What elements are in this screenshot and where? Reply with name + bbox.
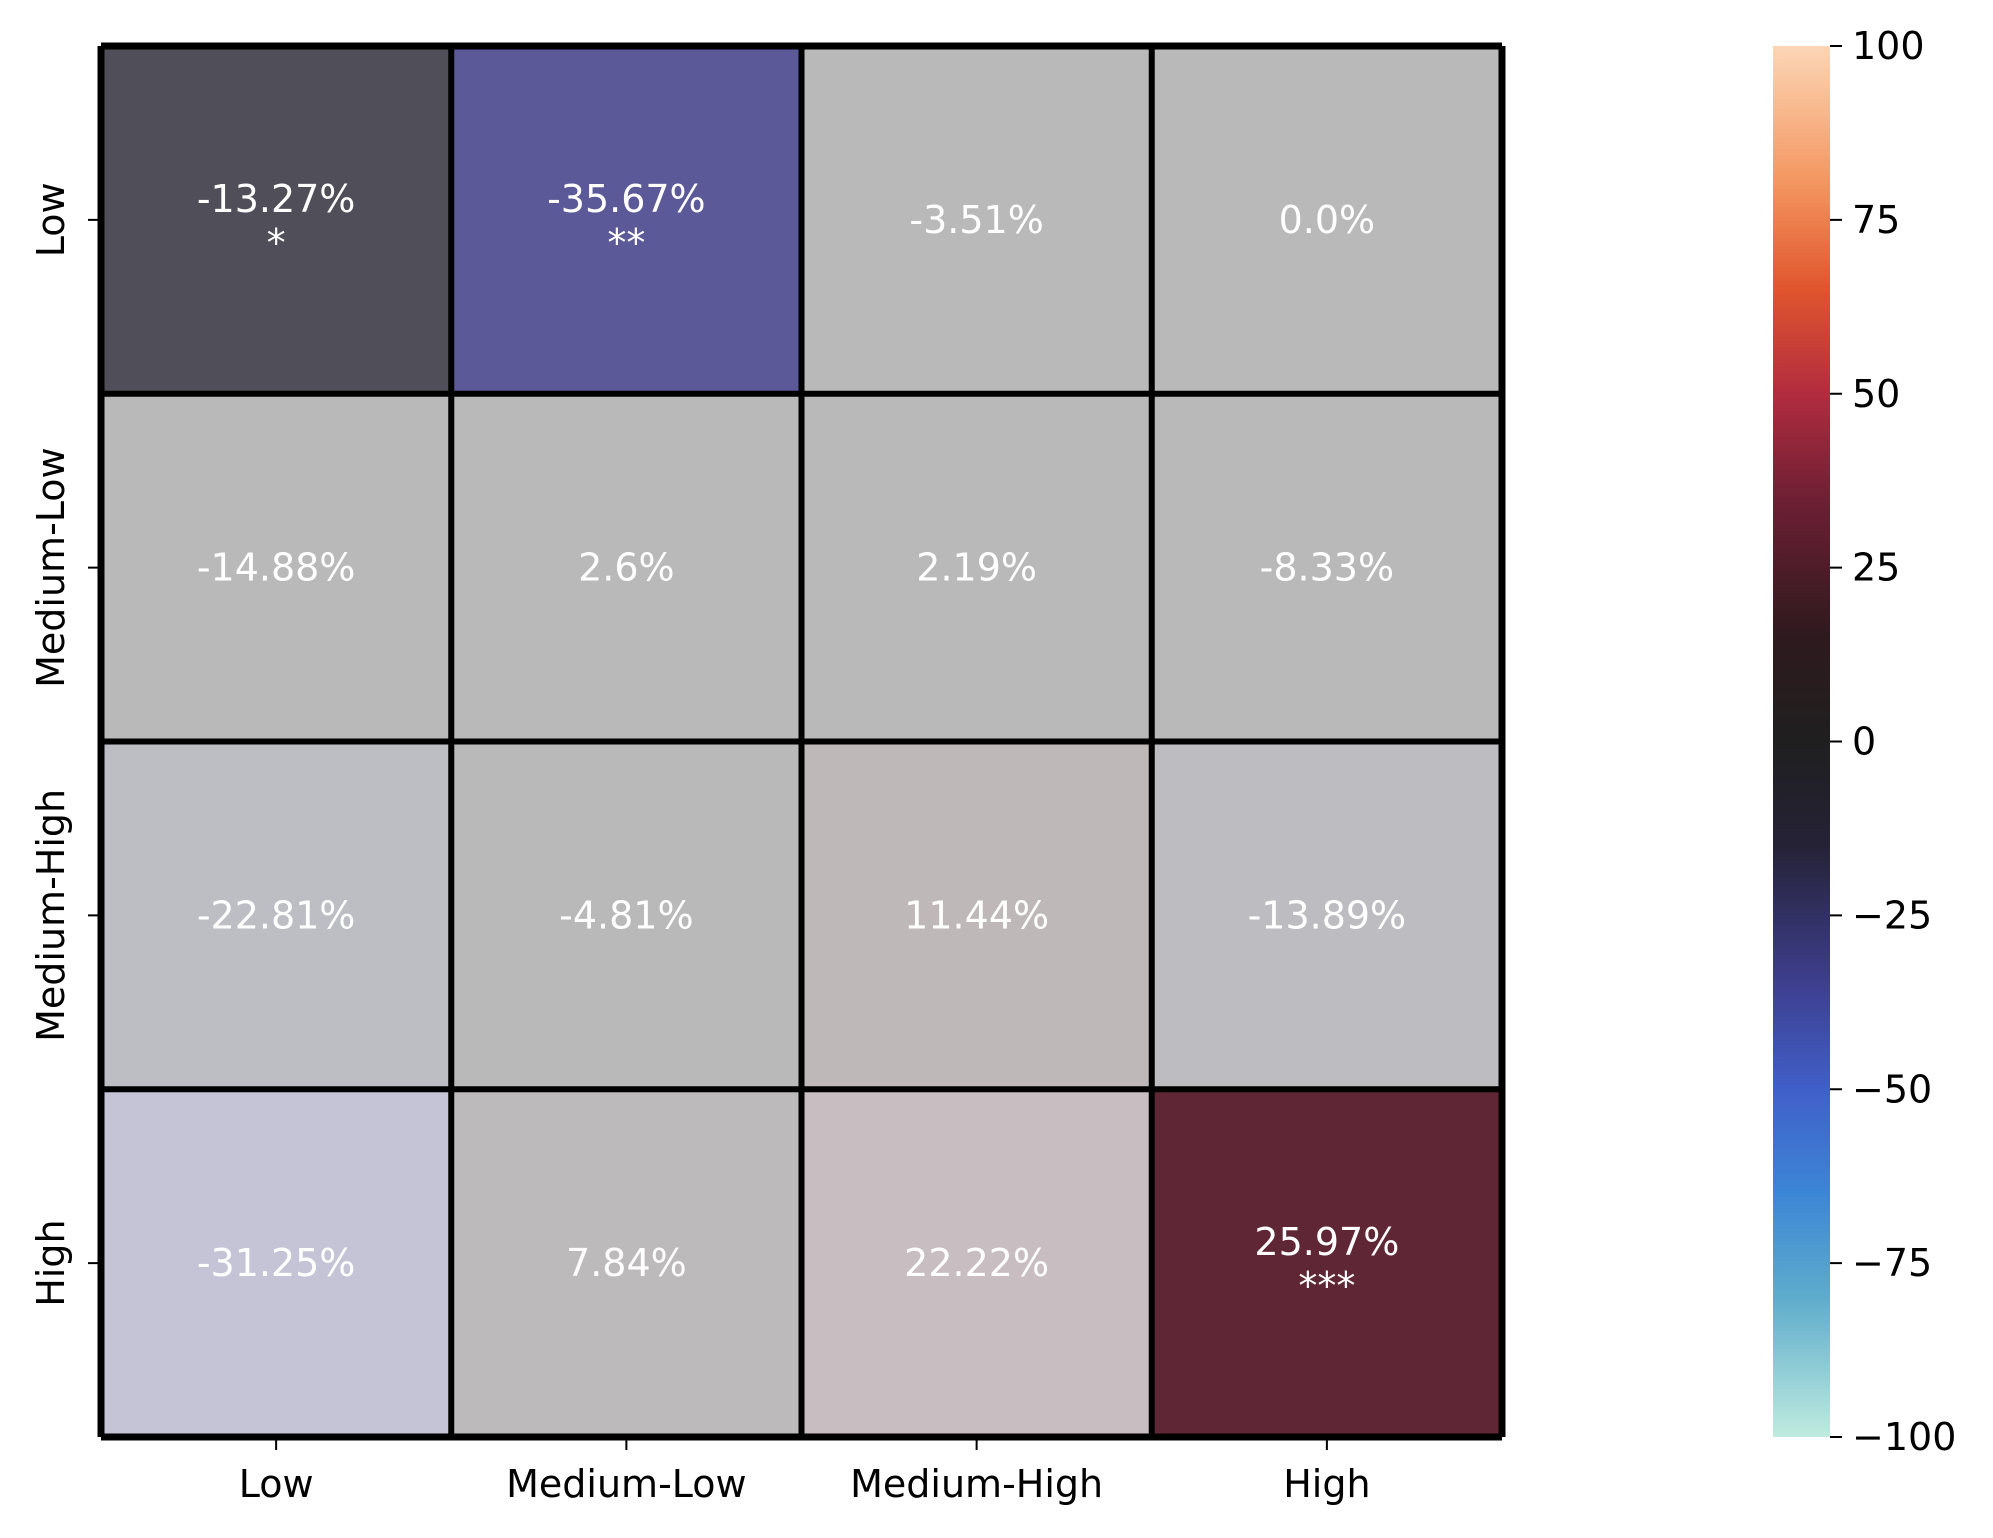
- y-tick-label: Medium-High: [29, 789, 73, 1042]
- colorbar-tick-label: 100: [1852, 24, 1925, 68]
- colorbar-tick-label: 0: [1852, 720, 1876, 764]
- heatmap-cell: [801, 46, 1152, 394]
- cell-value-label: 2.6%: [578, 546, 675, 590]
- colorbar-tick-label: 50: [1852, 372, 1900, 416]
- y-tick-label: High: [29, 1219, 73, 1306]
- cell-value-label: -35.67%: [547, 177, 706, 221]
- cell-significance-label: *: [267, 221, 286, 265]
- x-axis: Low Medium-Low Medium-High High: [239, 1440, 1371, 1506]
- heatmap-cell: [451, 1089, 802, 1437]
- heatmap-cell: [451, 741, 802, 1090]
- colorbar-gradient: [1773, 46, 1830, 1437]
- heatmap-cell: [101, 1089, 452, 1437]
- colorbar-tick-label: −25: [1852, 893, 1932, 937]
- heatmap-cell: [1151, 393, 1502, 742]
- cell-value-label: 7.84%: [566, 1241, 687, 1285]
- heatmap-cell: [801, 393, 1152, 742]
- cell-value-label: -31.25%: [197, 1241, 356, 1285]
- cell-value-label: -14.88%: [197, 546, 356, 590]
- cell-value-label: -22.81%: [197, 893, 356, 937]
- cell-value-label: 11.44%: [904, 893, 1049, 937]
- heatmap-cell: [101, 393, 452, 742]
- cell-value-label: -13.89%: [1248, 893, 1407, 937]
- heatmap-cell: [101, 46, 452, 394]
- heatmap-cell: [451, 393, 802, 742]
- heatmap-cell: [451, 46, 802, 394]
- cell-value-label: -4.81%: [559, 893, 693, 937]
- heatmap-cell: [1151, 1089, 1502, 1437]
- cell-value-label: 0.0%: [1279, 198, 1376, 242]
- x-tick-label: Medium-Low: [506, 1462, 747, 1506]
- heatmap-cells: -13.27%* -35.67%** -3.51% 0.0% -14.88% 2.6% 2.…: [97, 42, 1506, 1441]
- x-tick-label: High: [1283, 1462, 1370, 1506]
- cell-value-label: 2.19%: [916, 546, 1037, 590]
- cell-value-label: 25.97%: [1254, 1220, 1399, 1264]
- x-tick-label: Low: [239, 1462, 314, 1506]
- colorbar-tick-label: 25: [1852, 546, 1900, 590]
- colorbar: 100 75 50 25 0 −25 −50 −75 −100: [1773, 24, 1956, 1459]
- cell-significance-label: **: [607, 221, 645, 265]
- cell-value-label: -3.51%: [909, 198, 1043, 242]
- heatmap-cell: [1151, 741, 1502, 1090]
- y-tick-label: Low: [29, 182, 73, 257]
- cell-value-label: 22.22%: [904, 1241, 1049, 1285]
- colorbar-tick-label: −50: [1852, 1067, 1932, 1111]
- y-axis: Low Medium-Low Medium-High High: [29, 182, 98, 1307]
- heatmap-cell: [1151, 46, 1502, 394]
- y-tick-label: Medium-Low: [29, 447, 73, 688]
- colorbar-tick-label: −75: [1852, 1241, 1932, 1285]
- x-tick-label: Medium-High: [850, 1462, 1103, 1506]
- heatmap-cell: [101, 741, 452, 1090]
- colorbar-tick-label: −100: [1852, 1415, 1956, 1459]
- colorbar-tick-label: 75: [1852, 198, 1900, 242]
- heatmap-cell: [801, 741, 1152, 1090]
- heatmap-cell: [801, 1089, 1152, 1437]
- cell-value-label: -13.27%: [197, 177, 356, 221]
- cell-significance-label: ***: [1298, 1264, 1355, 1308]
- cell-value-label: -8.33%: [1260, 546, 1394, 590]
